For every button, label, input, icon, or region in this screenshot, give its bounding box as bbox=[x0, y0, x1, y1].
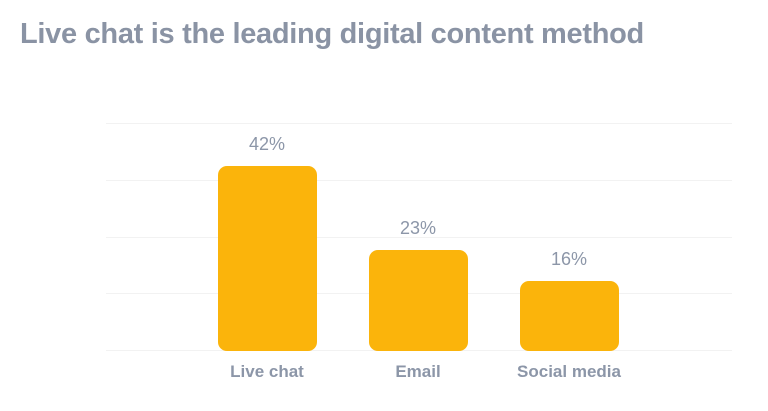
value-label: 23% bbox=[399, 218, 437, 238]
bar-chart-plot-area: 42% Live chat 23% Email 16% Social media bbox=[106, 123, 732, 380]
gridline bbox=[106, 180, 732, 181]
category-label: Email bbox=[395, 362, 441, 381]
bar bbox=[217, 166, 317, 351]
gridline bbox=[106, 123, 732, 124]
value-label: 42% bbox=[248, 134, 286, 154]
category-label: Live chat bbox=[230, 362, 304, 381]
bar-group-live-chat: 42% Live chat bbox=[192, 123, 342, 380]
bar-group-email: 23% Email bbox=[343, 123, 493, 380]
chart-title: Live chat is the leading digital content… bbox=[20, 18, 644, 50]
bar bbox=[368, 250, 468, 351]
value-label: 16% bbox=[550, 249, 588, 269]
bar-group-social-media: 16% Social media bbox=[494, 123, 644, 380]
bar bbox=[519, 281, 619, 351]
category-label: Social media bbox=[517, 362, 621, 381]
gridline bbox=[106, 237, 732, 238]
